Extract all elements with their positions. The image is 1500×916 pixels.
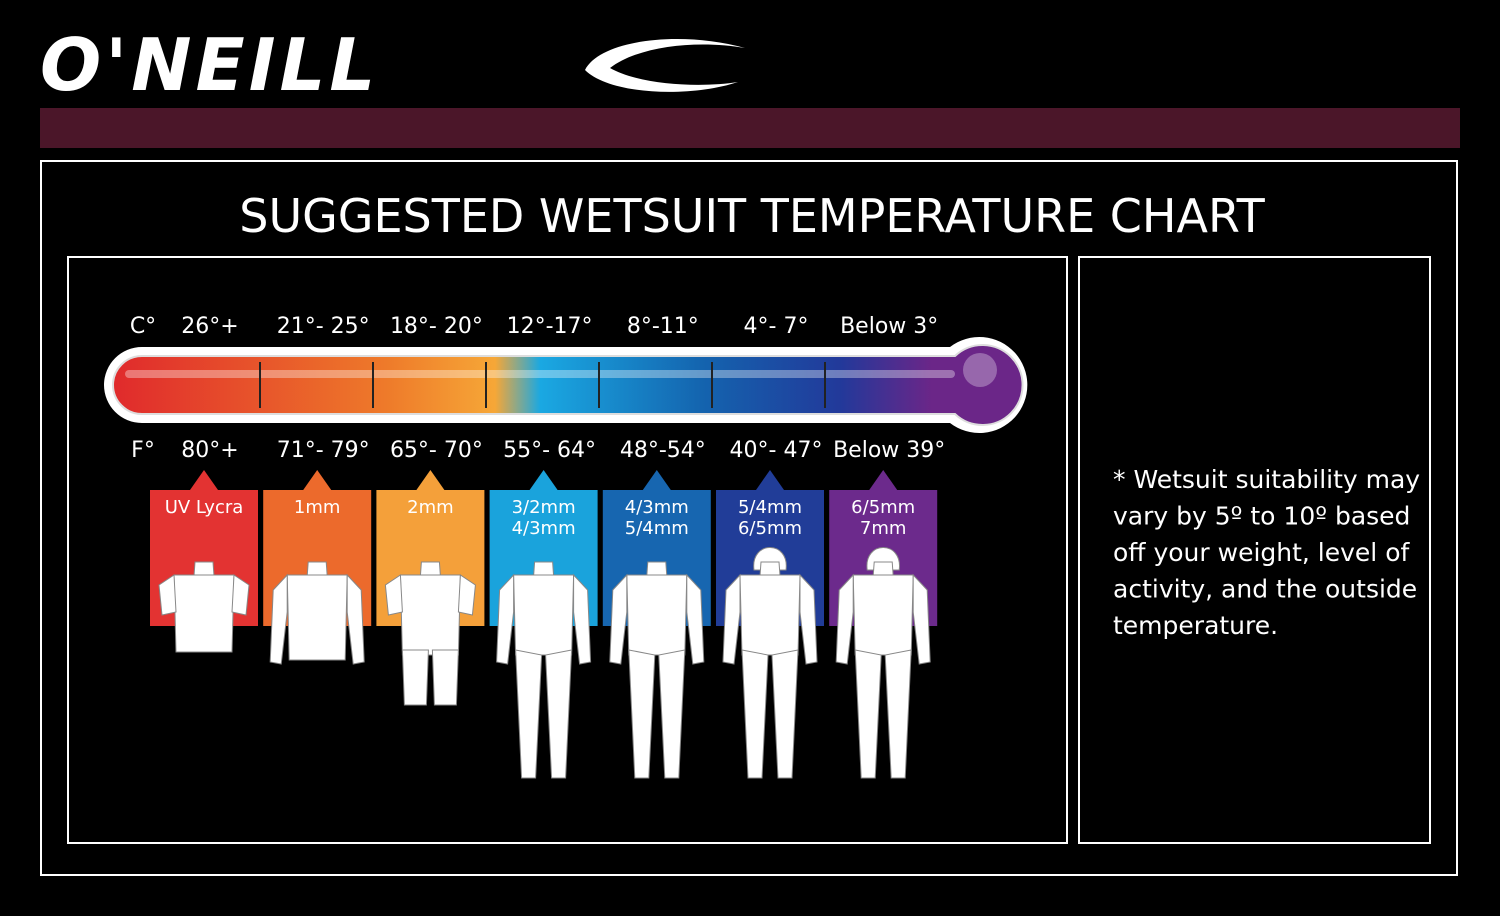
suit-part: [609, 573, 628, 665]
suit-part: [741, 649, 769, 779]
suit-part: [269, 573, 288, 665]
pointer: [756, 470, 784, 490]
suit-part: [628, 649, 656, 779]
celsius-range: 4°- 7°: [744, 314, 809, 339]
suit-part: [419, 561, 441, 577]
pointer: [416, 470, 445, 490]
suit-part: [496, 573, 515, 665]
suit-figure: [722, 547, 818, 779]
suit-part: [739, 574, 801, 656]
suit-part: [722, 573, 741, 665]
fahrenheit-range: 48°-54°: [620, 438, 706, 463]
suit-part: [231, 574, 250, 616]
note-line: off your weight, level of: [1113, 538, 1411, 567]
suit-label: 1mm: [294, 497, 341, 518]
fahrenheit-range: 40°- 47°: [730, 438, 823, 463]
suit-part: [401, 649, 429, 706]
suit-part: [686, 573, 705, 665]
suit-part: [759, 561, 781, 577]
celsius-range: 18°- 20°: [390, 314, 483, 339]
suit-figure: [384, 561, 476, 706]
outer-frame: [40, 160, 1458, 876]
suit-part: [384, 574, 403, 616]
suit-label: 3/2mm: [512, 497, 576, 518]
suit-part: [513, 574, 575, 656]
suit-part: [306, 561, 328, 577]
celsius-unit: C°: [130, 314, 156, 339]
suit-part: [852, 574, 914, 656]
suit-part: [799, 573, 818, 665]
suit-part: [457, 574, 476, 616]
header-bar: [40, 108, 1460, 148]
suit-label: 5/4mm: [738, 497, 802, 518]
suit-part: [884, 649, 912, 779]
suit-figure: [835, 547, 931, 779]
fahrenheit-range: 80°+: [181, 438, 238, 463]
fahrenheit-unit: F°: [131, 438, 155, 463]
suit-part: [346, 573, 365, 665]
suit-label: 5/4mm: [625, 518, 689, 539]
suit-part: [431, 649, 459, 706]
suit-label: 6/5mm: [738, 518, 802, 539]
suit-part: [626, 574, 688, 656]
suit-part: [545, 649, 573, 779]
note-line: * Wetsuit suitability may: [1113, 465, 1420, 494]
suit-part: [835, 573, 854, 665]
fahrenheit-range: 55°- 64°: [503, 438, 596, 463]
fahrenheit-range: 71°- 79°: [277, 438, 370, 463]
suit-label: 4/3mm: [625, 497, 689, 518]
suit-label: 6/5mm: [851, 497, 915, 518]
pointer: [529, 470, 558, 490]
suit-figure: [269, 561, 365, 665]
celsius-range: 21°- 25°: [277, 314, 370, 339]
fahrenheit-range: 65°- 70°: [390, 438, 483, 463]
suit-part: [771, 649, 799, 779]
suit-part: [193, 561, 215, 577]
pointer: [303, 470, 332, 490]
suit-figure: [496, 561, 592, 779]
note-line: temperature.: [1113, 611, 1278, 640]
suit-part: [872, 561, 894, 577]
suit-label: 7mm: [860, 518, 907, 539]
suit-part: [646, 561, 668, 577]
wave-logo: [585, 39, 745, 92]
chart-frame: [67, 256, 1068, 844]
chart-title: SUGGESTED WETSUIT TEMPERATURE CHART: [239, 189, 1265, 243]
note-frame: [1078, 256, 1431, 844]
suit-label: 2mm: [407, 497, 454, 518]
note-line: activity, and the outside: [1113, 575, 1417, 604]
celsius-range: 12°-17°: [507, 314, 593, 339]
pointer: [869, 470, 898, 490]
fahrenheit-range: Below 39°: [833, 438, 945, 463]
suit-part: [854, 649, 882, 779]
suit-figure: [609, 561, 705, 779]
celsius-range: 26°+: [181, 314, 238, 339]
suit-part: [515, 649, 543, 779]
suit-part: [399, 574, 461, 656]
suit-part: [533, 561, 555, 577]
celsius-range: 8°-11°: [627, 314, 699, 339]
suit-part: [573, 573, 592, 665]
suit-figure: [158, 561, 250, 653]
suit-part: [158, 574, 177, 616]
suit-part: [173, 574, 235, 653]
suit-part: [912, 573, 931, 665]
brand-logo: O'NEILL: [40, 23, 379, 107]
thermometer: [104, 337, 1028, 434]
suit-part: [286, 574, 348, 661]
suit-part: [658, 649, 686, 779]
pointer: [642, 470, 671, 490]
suit-label: 4/3mm: [512, 518, 576, 539]
note-line: vary by 5º to 10º based: [1113, 502, 1410, 531]
suit-label: UV Lycra: [165, 497, 244, 518]
pointer: [190, 470, 218, 490]
celsius-range: Below 3°: [840, 314, 938, 339]
